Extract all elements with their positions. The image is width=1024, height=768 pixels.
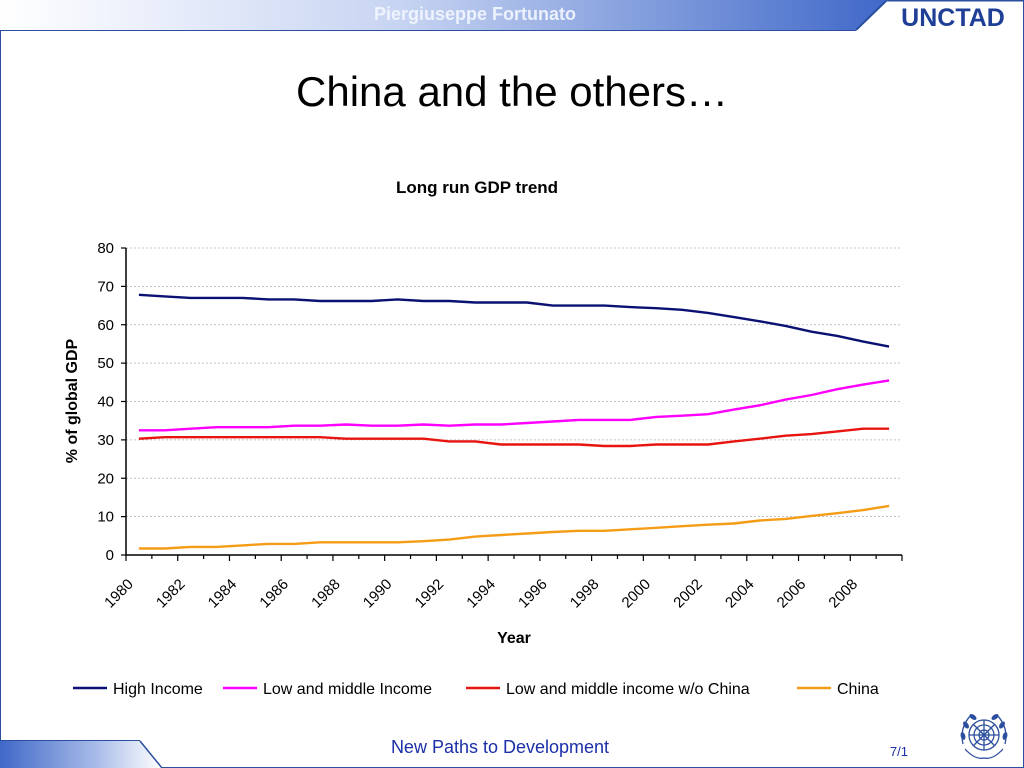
chart-title: Long run GDP trend: [396, 178, 558, 197]
series-lines: [138, 293, 890, 550]
y-tick-label: 0: [106, 547, 114, 564]
unctad-logo: UNCTAD: [901, 4, 1005, 32]
gridlines: [126, 247, 902, 518]
legend: High Income Low and middle Income Low and …: [73, 681, 879, 698]
x-axis-label: Year: [497, 630, 531, 647]
y-tick-label: 70: [97, 278, 114, 295]
x-tick-label: 2000: [619, 576, 655, 612]
y-tick-label: 30: [97, 432, 114, 449]
x-tick-label: 1994: [463, 576, 499, 612]
x-tick-label: 2008: [825, 576, 861, 612]
x-tick-label: 1986: [256, 576, 292, 612]
x-tick-label: 1992: [412, 576, 448, 612]
x-tick-label: 1984: [205, 576, 241, 612]
legend-label: China: [837, 681, 879, 698]
legend-label: Low and middle income w/o China: [506, 681, 750, 698]
page-number: 7/1: [889, 744, 908, 759]
x-tick-label: 1988: [308, 576, 344, 612]
y-tick-label: 50: [97, 355, 114, 372]
presenter-name: Piergiuseppe Fortunato: [373, 4, 577, 24]
y-tick-label: 80: [97, 240, 114, 257]
y-tick-label: 40: [97, 394, 114, 411]
x-tick-label: 2002: [670, 576, 706, 612]
series-line: [138, 379, 890, 432]
x-tick-label: 1980: [101, 576, 137, 612]
header-band: [0, 0, 1024, 31]
slide-title: China and the others…: [296, 68, 728, 115]
x-tick-label: 2006: [774, 576, 810, 612]
footer-text: New Paths to Development: [390, 737, 610, 757]
legend-label: High Income: [113, 681, 203, 698]
y-axis-ticks: 0 10 20 30 40 50 60 70 80: [97, 240, 126, 564]
y-tick-label: 10: [97, 509, 114, 526]
line-chart: Long run GDP trend 0 10 20 30 40 50 60 70 80 198…: [64, 178, 903, 698]
series-line: [138, 504, 890, 550]
series-line: [138, 293, 890, 348]
x-axis-ticks: 1980 1982 1984 1986 1988 1990 1992 1994 1996 1998…: [101, 555, 903, 612]
footer-band: [0, 740, 163, 768]
y-tick-label: 20: [97, 470, 114, 487]
series-line: [138, 427, 890, 448]
x-tick-label: 1990: [360, 576, 396, 612]
y-tick-label: 60: [97, 317, 114, 334]
un-emblem-icon: [960, 714, 1008, 759]
x-tick-label: 1998: [567, 576, 603, 612]
y-axis-label: % of global GDP: [64, 338, 81, 463]
x-tick-label: 1982: [153, 576, 189, 612]
x-tick-label: 1996: [515, 576, 551, 612]
x-tick-label: 2004: [722, 576, 758, 612]
legend-label: Low and middle Income: [263, 681, 432, 698]
